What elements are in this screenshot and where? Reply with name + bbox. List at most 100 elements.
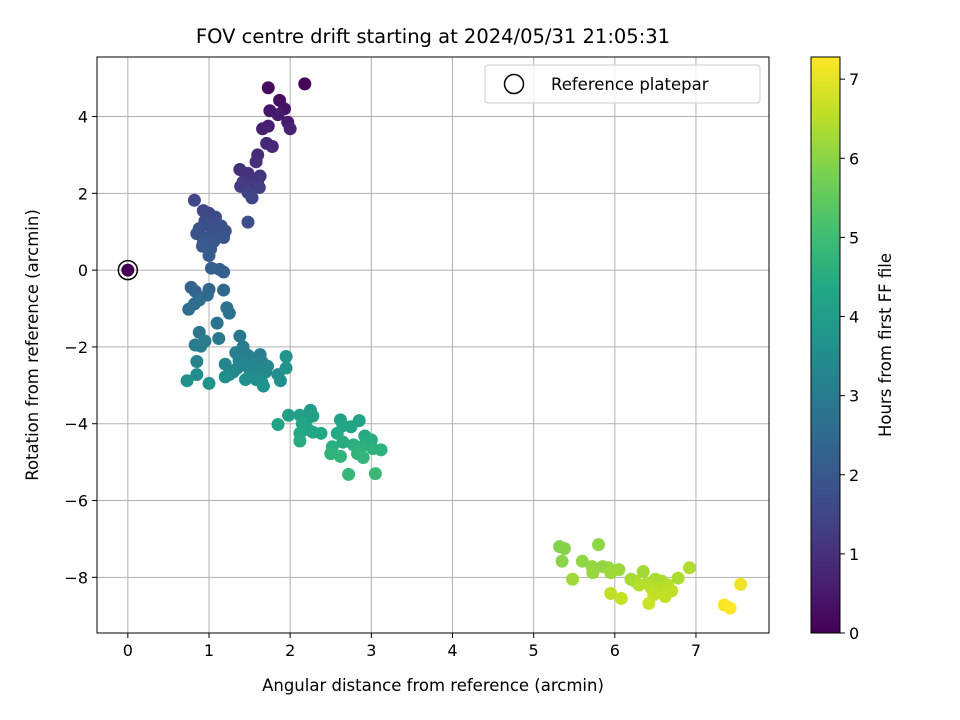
data-point xyxy=(604,586,618,600)
y-tick-label: 2 xyxy=(78,184,88,203)
x-axis-ticks: 0 1 2 3 4 5 6 7 xyxy=(123,633,701,660)
y-tick-label: −4 xyxy=(64,415,88,434)
data-point xyxy=(314,426,328,440)
data-point xyxy=(279,361,293,375)
data-point xyxy=(190,355,204,369)
data-point xyxy=(671,571,685,585)
data-point xyxy=(217,230,231,244)
y-tick-label: −6 xyxy=(64,492,88,511)
y-tick-label: −8 xyxy=(64,568,88,587)
colorbar-label: Hours from first FF file xyxy=(876,253,895,437)
data-point xyxy=(557,542,571,556)
data-point xyxy=(293,434,307,448)
data-point xyxy=(636,565,650,579)
data-point xyxy=(632,578,646,592)
data-point xyxy=(233,329,247,343)
grid-lines xyxy=(97,57,769,633)
data-point xyxy=(252,181,266,195)
data-point xyxy=(604,566,618,580)
data-point xyxy=(202,249,216,263)
data-point xyxy=(566,572,580,586)
chart-title: FOV centre drift starting at 2024/05/31 … xyxy=(196,25,670,48)
y-tick-label: 0 xyxy=(78,261,88,280)
data-point xyxy=(333,449,347,463)
x-tick-label: 7 xyxy=(691,641,701,660)
reference-marker xyxy=(117,259,139,281)
colorbar-tick-label: 7 xyxy=(849,70,859,89)
data-point xyxy=(218,357,232,371)
data-point xyxy=(265,139,279,153)
y-tick-label: −2 xyxy=(64,338,88,357)
data-point xyxy=(614,591,628,605)
x-tick-label: 3 xyxy=(366,641,376,660)
colorbar-tick-label: 3 xyxy=(849,387,859,406)
data-point xyxy=(256,122,270,136)
legend: Reference platepar xyxy=(484,64,761,104)
legend-box xyxy=(484,64,761,104)
plot-frame xyxy=(96,56,770,634)
reference-platepar-marker xyxy=(117,259,139,281)
data-point xyxy=(344,420,358,434)
data-point xyxy=(121,263,135,277)
data-point xyxy=(261,81,275,95)
data-point xyxy=(256,379,270,393)
data-point xyxy=(279,350,293,364)
data-point xyxy=(245,191,259,205)
colorbar-tick-label: 2 xyxy=(849,466,859,485)
data-point xyxy=(202,376,216,390)
x-tick-label: 6 xyxy=(610,641,620,660)
data-point xyxy=(324,447,338,461)
data-point xyxy=(190,368,204,382)
data-point xyxy=(734,577,748,591)
data-point xyxy=(241,215,255,229)
data-point xyxy=(271,108,285,122)
data-point xyxy=(282,408,296,422)
colorbar-tick-label: 1 xyxy=(849,545,859,564)
data-point xyxy=(239,373,253,387)
data-point xyxy=(217,265,231,279)
data-point xyxy=(218,370,232,384)
y-tick-label: 4 xyxy=(78,108,88,127)
colorbar-gradient xyxy=(810,56,841,634)
data-point xyxy=(187,193,201,207)
data-point xyxy=(249,155,263,169)
data-point xyxy=(658,590,672,604)
data-point xyxy=(222,306,236,320)
data-point xyxy=(374,443,388,457)
data-point xyxy=(555,554,569,568)
colorbar-tick-label: 6 xyxy=(849,149,859,168)
data-point xyxy=(283,122,297,136)
data-point xyxy=(217,283,231,297)
data-point xyxy=(259,365,273,379)
data-point xyxy=(271,417,285,431)
colorbar-tick-label: 0 xyxy=(849,624,859,643)
data-point xyxy=(212,331,226,345)
x-tick-label: 1 xyxy=(204,641,214,660)
data-point xyxy=(298,77,312,91)
x-axis-label: Angular distance from reference (arcmin) xyxy=(262,676,604,695)
x-tick-label: 4 xyxy=(447,641,457,660)
colorbar-tick-label: 4 xyxy=(849,308,859,327)
data-point xyxy=(342,467,356,481)
x-tick-label: 2 xyxy=(285,641,295,660)
x-tick-label: 5 xyxy=(529,641,539,660)
data-point xyxy=(368,467,382,481)
data-point xyxy=(586,566,600,580)
y-axis-label: Rotation from reference (arcmin) xyxy=(23,209,42,481)
data-point xyxy=(182,302,196,316)
legend-entry: Reference platepar xyxy=(551,75,709,94)
data-point xyxy=(210,316,224,330)
data-point xyxy=(356,451,370,465)
data-point xyxy=(194,339,208,353)
data-point xyxy=(682,561,696,575)
data-point xyxy=(592,538,606,552)
x-tick-label: 0 xyxy=(123,641,133,660)
colorbar: 0 1 2 3 4 5 6 7 Hours from first FF file xyxy=(810,56,895,643)
data-point xyxy=(723,601,737,615)
data-point xyxy=(336,435,350,449)
data-point xyxy=(273,374,287,388)
data-point xyxy=(575,554,589,568)
data-point xyxy=(642,596,656,610)
data-point xyxy=(180,374,194,388)
data-points xyxy=(121,77,748,615)
